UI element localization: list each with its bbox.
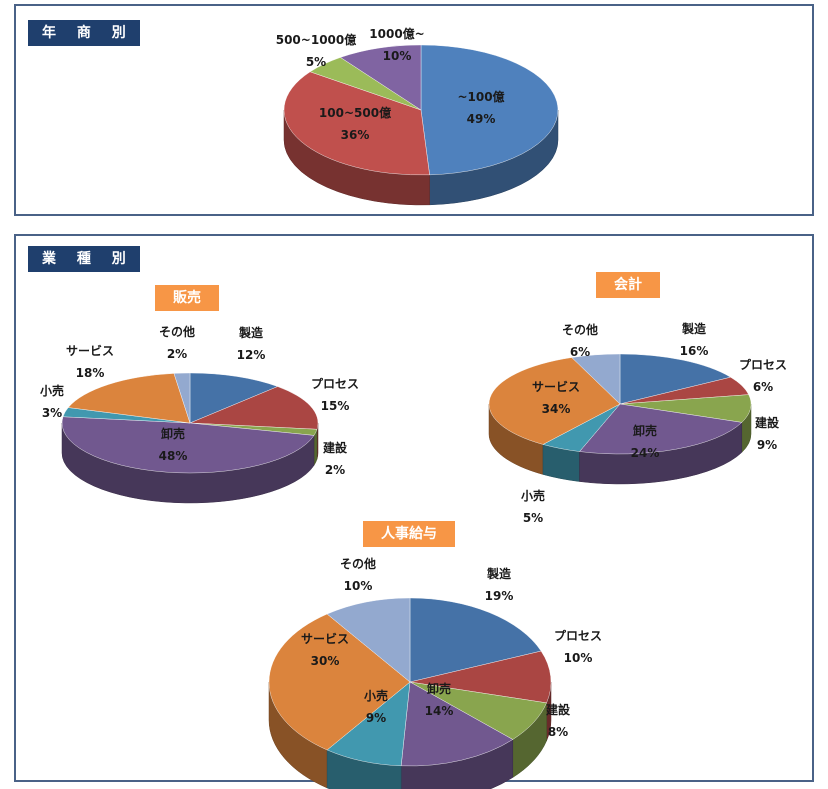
slice-label-7: その他 bbox=[562, 322, 598, 337]
slice-value-2: 10% bbox=[564, 651, 593, 665]
slice-value-3: 5% bbox=[306, 55, 326, 69]
chart-title-hr-payroll: 人事給与 bbox=[363, 521, 455, 547]
slice-label-2: プロセス bbox=[554, 628, 602, 643]
pie-slice-6 bbox=[488, 357, 621, 445]
slice-value-6: 34% bbox=[542, 402, 571, 416]
pie-slice-2 bbox=[283, 71, 430, 176]
slice-value-5: 9% bbox=[366, 711, 386, 725]
slice-value-4: 48% bbox=[159, 449, 188, 463]
slice-label-7: その他 bbox=[159, 324, 195, 339]
slice-value-7: 10% bbox=[344, 579, 373, 593]
slice-value-4: 10% bbox=[383, 49, 412, 63]
slice-label-3: 建設 bbox=[545, 702, 571, 717]
pie-slice-6 bbox=[67, 373, 191, 424]
slice-label-6: サービス bbox=[66, 343, 114, 358]
pie-slice-7 bbox=[326, 597, 411, 683]
slice-label-3: 建設 bbox=[754, 415, 780, 430]
slice-value-2: 15% bbox=[321, 399, 350, 413]
slice-value-2: 6% bbox=[753, 380, 773, 394]
slice-value-7: 6% bbox=[570, 345, 590, 359]
slice-value-3: 8% bbox=[548, 725, 568, 739]
pie-slice-1 bbox=[420, 44, 559, 176]
slice-value-6: 18% bbox=[76, 366, 105, 380]
slice-label-4: 卸売 bbox=[161, 426, 185, 441]
slice-label-1: ~100億 bbox=[457, 89, 504, 104]
slice-label-7: その他 bbox=[340, 556, 376, 571]
slice-value-1: 19% bbox=[485, 589, 514, 603]
slice-value-2: 36% bbox=[341, 128, 370, 142]
slice-value-1: 12% bbox=[237, 348, 266, 362]
slice-label-3: 500~1000億 bbox=[276, 32, 357, 47]
slice-value-6: 30% bbox=[311, 654, 340, 668]
slice-label-2: プロセス bbox=[311, 376, 359, 391]
pie-slice-7 bbox=[571, 353, 621, 405]
pie-slice-4 bbox=[400, 681, 514, 767]
slice-label-1: 製造 bbox=[486, 566, 512, 581]
slice-value-1: 16% bbox=[680, 344, 709, 358]
annual-sales-tag: 年 商 別 bbox=[28, 20, 140, 46]
pie-slice-1 bbox=[619, 353, 732, 405]
slice-value-5: 5% bbox=[523, 511, 543, 525]
pie-slice-1 bbox=[409, 597, 542, 683]
slice-value-4: 14% bbox=[425, 704, 454, 718]
pie-side-walls bbox=[268, 681, 552, 789]
slice-value-5: 3% bbox=[42, 406, 62, 420]
slice-label-5: 小売 bbox=[40, 383, 64, 398]
slice-label-4: 1000億~ bbox=[369, 26, 424, 41]
pie-slice-5 bbox=[326, 681, 411, 767]
slice-label-5: 小売 bbox=[521, 488, 545, 503]
slice-value-3: 9% bbox=[757, 438, 777, 452]
pie-slice-4 bbox=[340, 44, 422, 111]
slice-label-4: 卸売 bbox=[427, 681, 451, 696]
slice-label-1: 製造 bbox=[238, 325, 264, 340]
slice-label-2: 100~500億 bbox=[319, 105, 391, 120]
chart-title-accounting: 会計 bbox=[596, 272, 660, 298]
pie-slice-2 bbox=[409, 650, 552, 704]
slice-value-1: 49% bbox=[467, 112, 496, 126]
pie-slice-2 bbox=[189, 386, 319, 430]
slice-label-6: サービス bbox=[301, 631, 349, 646]
slice-value-7: 2% bbox=[167, 347, 187, 361]
pie-slice-4 bbox=[579, 403, 743, 455]
slice-label-6: サービス bbox=[532, 379, 580, 394]
pie-slice-7 bbox=[173, 372, 191, 424]
slice-label-2: プロセス bbox=[739, 357, 787, 372]
slice-value-4: 24% bbox=[631, 446, 660, 460]
pie-slice-1 bbox=[189, 372, 279, 424]
pie-side-walls bbox=[488, 403, 752, 485]
slice-label-1: 製造 bbox=[681, 321, 707, 336]
slice-label-4: 卸売 bbox=[633, 423, 657, 438]
slice-label-3: 建設 bbox=[322, 440, 348, 455]
chart-title-sales: 販売 bbox=[155, 285, 219, 311]
slice-value-3: 2% bbox=[325, 463, 345, 477]
pie-slice-4 bbox=[61, 416, 315, 474]
slice-label-5: 小売 bbox=[364, 688, 388, 703]
industry-tag: 業 種 別 bbox=[28, 246, 140, 272]
pie-slice-6 bbox=[268, 613, 411, 751]
